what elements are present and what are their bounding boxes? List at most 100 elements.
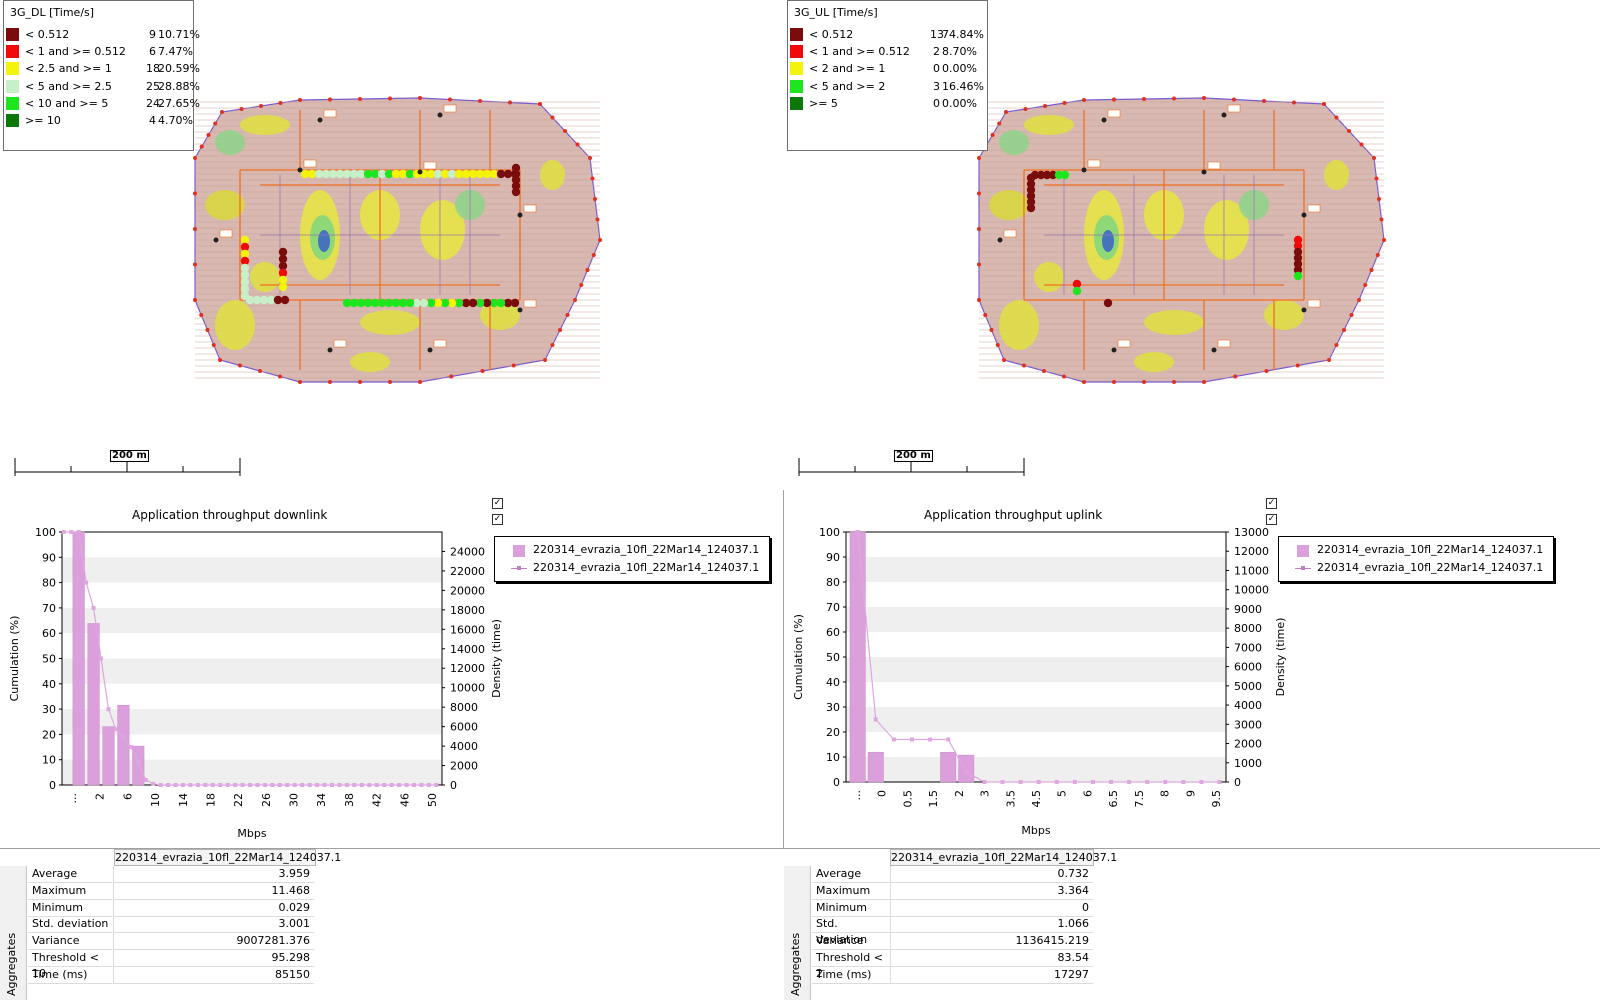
measurement-point[interactable] [426,169,436,179]
cumulation-point[interactable] [255,783,260,787]
access-point-icon[interactable] [1301,307,1307,313]
cumulation-point[interactable] [225,783,230,787]
measurement-point[interactable] [278,247,288,257]
cumulation-point[interactable] [240,783,245,787]
cumulation-point[interactable] [210,783,215,787]
measurement-point[interactable] [468,169,478,179]
cumulation-point[interactable] [1199,780,1204,784]
measurement-point[interactable] [245,295,255,305]
row-value[interactable]: 1136415.219 [890,933,1093,951]
cumulation-point[interactable] [928,737,933,742]
measurement-point[interactable] [328,169,338,179]
cumulation-point[interactable] [1036,780,1041,784]
measurement-point[interactable] [370,298,380,308]
throughput-chart-uplink[interactable]: 0102030405060708090100010002000300040005… [784,492,1304,848]
cumulation-point[interactable] [1109,780,1114,784]
cumulation-point[interactable] [909,737,914,742]
measurement-point[interactable] [1026,197,1036,207]
cumulation-point[interactable] [121,734,126,739]
measurement-point[interactable] [1026,179,1036,189]
measurement-point[interactable] [447,169,457,179]
measurement-point[interactable] [475,169,485,179]
cumulation-point[interactable] [99,656,104,661]
cumulation-point[interactable] [285,783,290,787]
measurement-point[interactable] [475,298,485,308]
aggregates-table-right[interactable]: 220314_evrazia_10fl_22Mar14_124037.1 Agg… [784,849,1117,1000]
cumulation-point[interactable] [411,783,416,787]
cumulation-point[interactable] [359,783,364,787]
measurement-point[interactable] [240,277,250,287]
measurement-point[interactable] [278,254,288,264]
access-point-icon[interactable] [213,237,219,243]
measurement-point[interactable] [1042,170,1052,180]
access-point-icon[interactable] [1301,212,1307,218]
cumulation-point[interactable] [315,783,320,787]
access-point-icon[interactable] [317,117,323,123]
cumulation-point[interactable] [270,783,275,787]
cumulation-point[interactable] [337,783,342,787]
measurement-point[interactable] [349,298,359,308]
measurement-point[interactable] [300,169,310,179]
column-header[interactable]: 220314_evrazia_10fl_22Mar14_124037.1 [114,849,342,866]
access-point-icon[interactable] [517,307,523,313]
throughput-chart-downlink[interactable]: 0 10 20 30 40 50 60 70 80 90 100 0 2000 4000 6000 8000 1… [0,492,520,848]
measurement-point[interactable] [314,169,324,179]
cumulation-point[interactable] [1018,780,1023,784]
measurement-point[interactable] [1293,235,1303,245]
measurement-point[interactable] [342,298,352,308]
measurement-point[interactable] [307,169,317,179]
measurement-point[interactable] [503,298,513,308]
cumulation-point[interactable] [389,783,394,787]
cumulation-point[interactable] [248,783,253,787]
measurement-point[interactable] [278,268,288,278]
cumulation-point[interactable] [292,783,297,787]
measurement-point[interactable] [1054,170,1064,180]
measurement-point[interactable] [349,169,359,179]
measurement-point[interactable] [511,181,521,191]
cumulation-point[interactable] [1000,780,1005,784]
map-panel-right[interactable] [784,0,1600,490]
measurement-point[interactable] [489,169,499,179]
row-value[interactable]: 1.066 [890,916,1093,934]
cumulation-point[interactable] [873,717,878,722]
measurement-point[interactable] [454,298,464,308]
measurement-point[interactable] [278,282,288,292]
measurement-point[interactable] [440,298,450,308]
cumulation-point[interactable] [352,783,357,787]
measurement-point[interactable] [391,169,401,179]
measurement-point[interactable] [511,175,521,185]
series-checkbox[interactable]: ✓ [1266,498,1277,509]
cumulation-point[interactable] [322,783,327,787]
access-point-icon[interactable] [1211,347,1217,353]
cumulation-point[interactable] [1145,780,1150,784]
cumulation-point[interactable] [964,770,969,774]
row-value[interactable]: 3.001 [113,916,314,934]
histogram-bar[interactable] [849,531,866,783]
measurement-point[interactable] [1072,279,1082,289]
measurement-point[interactable] [384,298,394,308]
access-point-icon[interactable] [437,112,443,118]
access-point-icon[interactable] [297,167,303,173]
measurement-point[interactable] [1026,173,1036,183]
floor-plan-map-right[interactable] [784,0,1600,490]
measurement-point[interactable] [510,298,520,308]
measurement-point[interactable] [1026,185,1036,195]
cumulation-point[interactable] [128,745,133,750]
access-point-icon[interactable] [327,347,333,353]
measurement-point[interactable] [1293,271,1303,281]
measurement-point[interactable] [426,298,436,308]
row-value[interactable]: 3.959 [113,866,314,883]
measurement-point[interactable] [1048,170,1058,180]
cumulation-point[interactable] [982,780,987,784]
measurement-point[interactable] [482,298,492,308]
cumulation-point[interactable] [1054,780,1059,784]
cumulation-point[interactable] [188,783,193,787]
cumulation-point[interactable] [855,530,860,534]
cumulation-point[interactable] [946,737,951,742]
cumulation-point[interactable] [143,777,148,782]
measurement-point[interactable] [240,256,250,266]
measurement-point[interactable] [496,169,506,179]
cumulation-point[interactable] [203,783,208,787]
measurement-point[interactable] [1293,247,1303,257]
cumulation-point[interactable] [233,783,238,787]
